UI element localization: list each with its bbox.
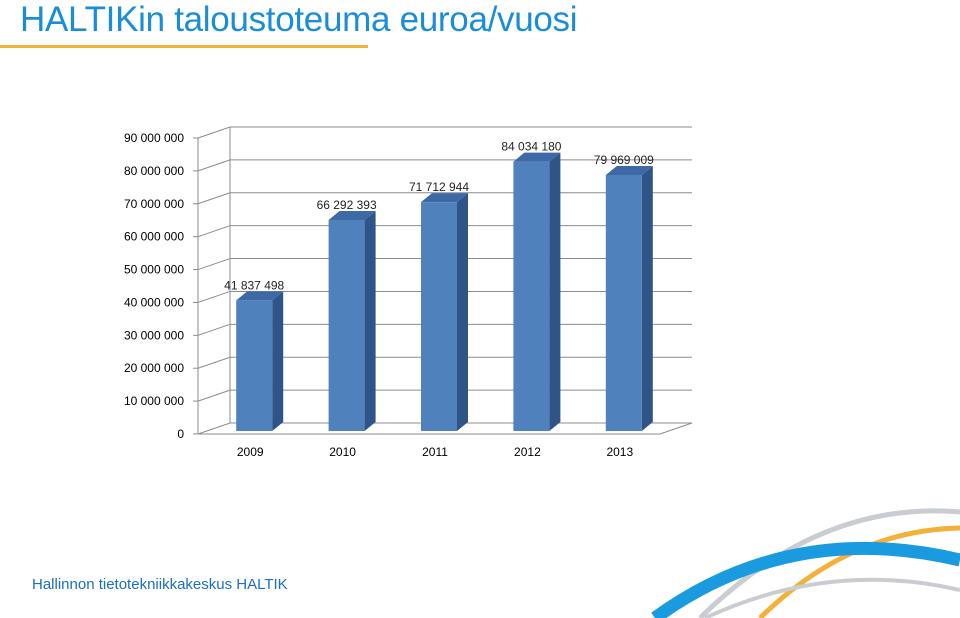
gridline-side xyxy=(197,126,231,139)
chart-bars xyxy=(236,152,653,432)
bar-front-face xyxy=(421,202,457,431)
data-label-2010: 66 292 393 xyxy=(317,198,377,212)
y-tick-label: 80 000 000 xyxy=(124,164,184,178)
x-tick-label-2010: 2010 xyxy=(329,445,356,459)
bar-2013 xyxy=(605,165,653,431)
gridline-side xyxy=(197,389,231,402)
bar-2009 xyxy=(236,291,284,431)
bar-top-face xyxy=(605,165,653,175)
bar-top-face xyxy=(421,193,468,203)
y-tick-label: 70 000 000 xyxy=(124,197,184,211)
x-tick-label-2012: 2012 xyxy=(514,445,541,459)
y-tick-label: 20 000 000 xyxy=(124,361,184,375)
gridline-side xyxy=(197,192,231,205)
x-tick-label-2011: 2011 xyxy=(422,445,448,459)
swoosh-orange-arc xyxy=(758,525,960,618)
swoosh-grey-arc xyxy=(698,508,960,618)
chart-data-labels: 41 837 498 66 292 393 71 712 944 84 034 180… xyxy=(224,140,654,293)
gridline-side xyxy=(197,356,231,369)
x-tick-label-2013: 2013 xyxy=(606,445,633,459)
x-axis-tick-labels: 2009 2010 2011 2012 2013 xyxy=(237,445,634,459)
gridline-side xyxy=(197,258,231,271)
y-tick-label: 60 000 000 xyxy=(124,230,184,244)
y-axis-tick-labels: 0 10 000 000 20 000 000 30 000 000 40 000 00… xyxy=(124,131,184,441)
bar-side-face xyxy=(364,210,376,431)
y-tick-label: 90 000 000 xyxy=(124,131,184,145)
data-label-2009: 41 837 498 xyxy=(224,278,284,292)
footer-organization: Hallinnon tietotekniikkakeskus HALTIK xyxy=(32,576,288,593)
gridline-side xyxy=(197,159,231,172)
y-tick-label: 50 000 000 xyxy=(124,263,184,277)
gridline-side xyxy=(197,290,231,303)
bar-top-face xyxy=(328,210,376,220)
data-label-2011: 71 712 944 xyxy=(409,180,469,194)
x-tick-label-2009: 2009 xyxy=(237,445,264,459)
bar-front-face xyxy=(328,219,365,431)
data-label-2013: 79 969 009 xyxy=(594,153,654,167)
swoosh-blue-arc xyxy=(651,541,960,618)
chart-floor xyxy=(197,422,693,435)
bar-2011 xyxy=(421,193,468,431)
data-label-2012: 84 034 180 xyxy=(501,140,561,154)
y-tick-label: 0 xyxy=(177,427,184,441)
page-title: HALTIKin taloustoteuma euroa/vuosi xyxy=(20,0,578,39)
bar-2010 xyxy=(328,210,376,431)
bar-2012 xyxy=(513,152,561,432)
gridline-side xyxy=(197,323,231,336)
y-tick-label: 30 000 000 xyxy=(124,328,184,342)
y-tick-label: 40 000 000 xyxy=(124,295,184,309)
bar-side-face xyxy=(272,291,284,431)
y-tick-label: 10 000 000 xyxy=(124,394,184,408)
bar-front-face xyxy=(236,300,273,431)
bar-front-face xyxy=(605,174,642,431)
bar-side-face xyxy=(457,193,468,431)
bar-front-face xyxy=(513,161,550,432)
bar-side-face xyxy=(641,165,653,431)
swoosh-grey-arc-low xyxy=(704,577,960,618)
bar-side-face xyxy=(549,152,561,432)
bar-top-face xyxy=(513,152,561,162)
bar-top-face xyxy=(236,291,284,301)
gridline-side xyxy=(197,225,231,238)
title-accent-rule xyxy=(0,45,368,48)
